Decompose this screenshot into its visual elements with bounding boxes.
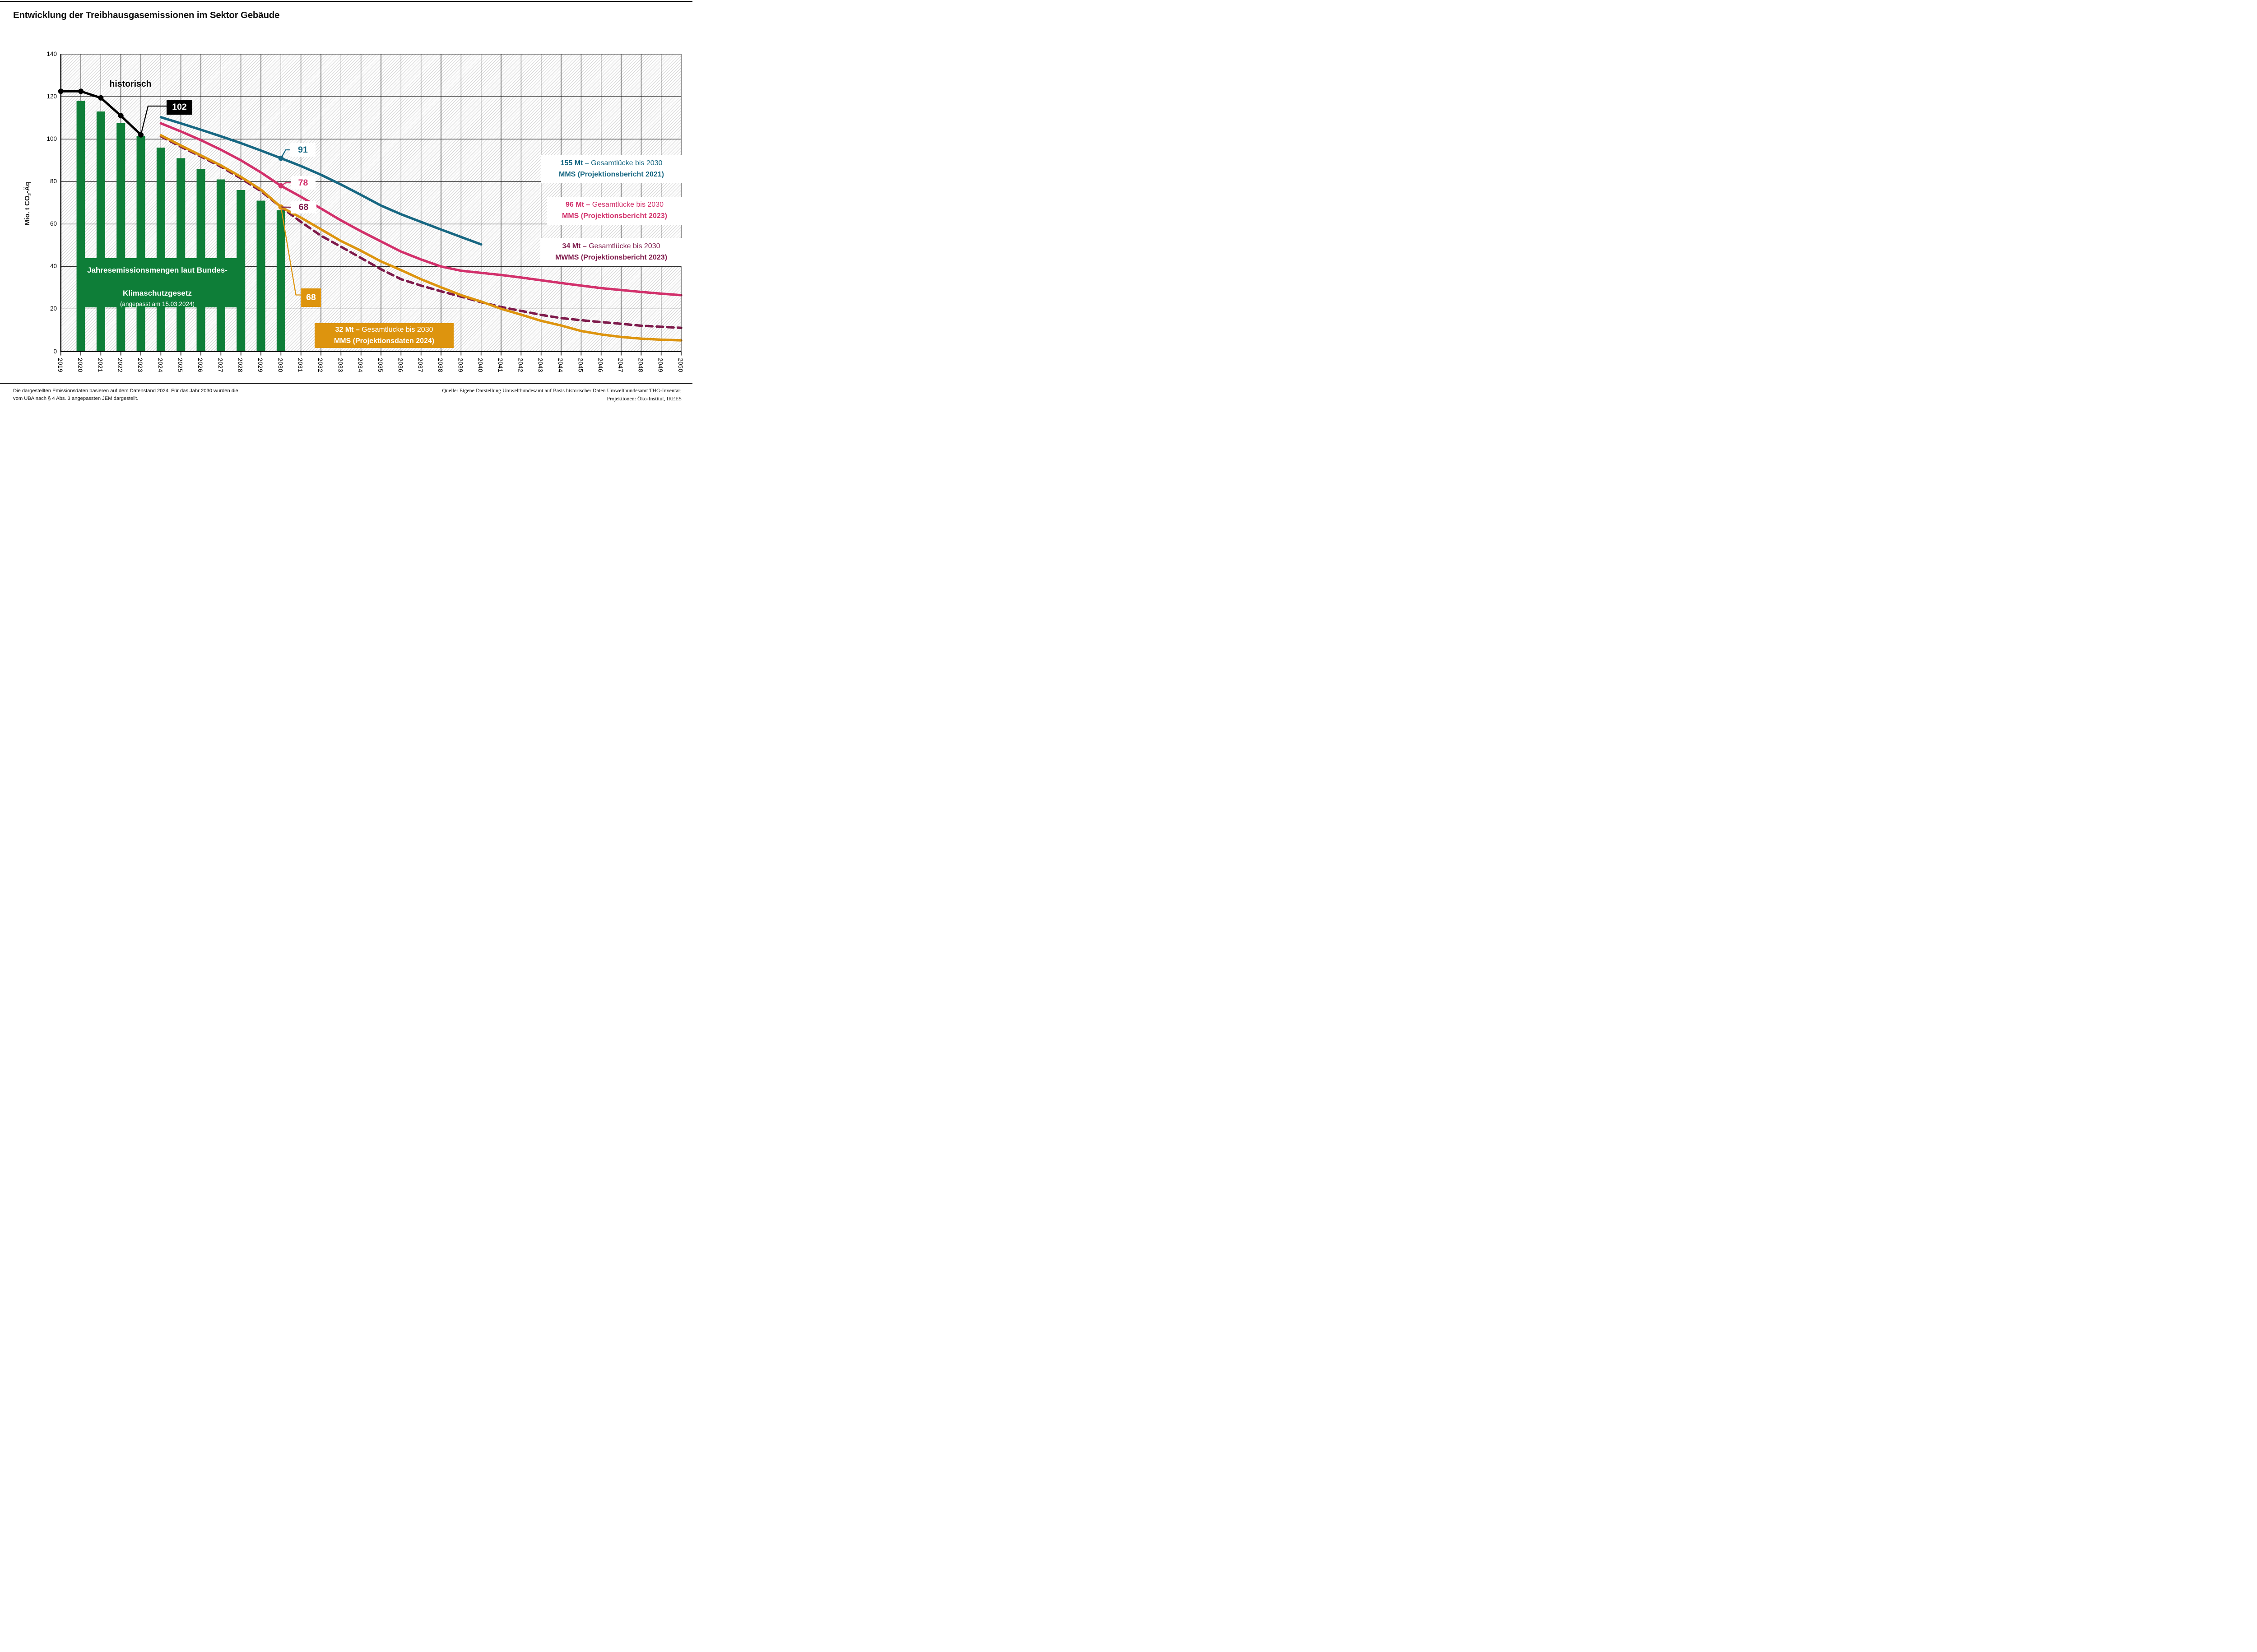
x-axis-tick-label: 2035 xyxy=(377,358,384,373)
x-axis-tick-label: 2045 xyxy=(577,358,584,373)
x-axis-tick-label: 2042 xyxy=(517,358,524,373)
footnote: Die dargestellten Emissionsdaten basiere… xyxy=(13,388,238,402)
x-axis-tick-label: 2029 xyxy=(257,358,264,373)
x-axis-tick-label: 2026 xyxy=(197,358,204,373)
x-axis-tick-label: 2030 xyxy=(277,358,284,373)
x-axis-tick-label: 2031 xyxy=(297,358,304,373)
x-axis-tick-label: 2037 xyxy=(417,358,424,373)
y-axis-tick-label: 140 xyxy=(46,51,57,57)
callout-mms2024-2030: 68 xyxy=(301,288,321,307)
x-axis-tick-label: 2039 xyxy=(457,358,464,373)
x-axis-tick-label: 2050 xyxy=(677,358,684,373)
x-axis-tick-label: 2023 xyxy=(137,358,144,373)
x-axis-tick-label: 2046 xyxy=(597,358,604,373)
x-axis-tick-label: 2038 xyxy=(437,358,444,373)
page-title: Entwicklung der Treibhausgasemissionen i… xyxy=(13,10,280,20)
x-axis-tick-label: 2034 xyxy=(357,358,364,373)
x-axis-tick-label: 2041 xyxy=(497,358,504,373)
x-axis-tick-label: 2025 xyxy=(176,358,184,373)
gap-box-mwms2023: 34 Mt – Gesamtlücke bis 2030 MWMS (Proje… xyxy=(540,238,682,266)
y-axis-tick-label: 80 xyxy=(50,178,57,185)
y-axis-tick-label: 0 xyxy=(53,348,57,355)
callout-mwms2023-2030: 68 xyxy=(291,201,316,213)
ksg-annotation-line2: Klimaschutzgesetz xyxy=(122,289,192,297)
x-axis-tick-label: 2036 xyxy=(397,358,404,373)
x-axis-tick-label: 2022 xyxy=(116,358,124,373)
x-axis-tick-label: 2040 xyxy=(477,358,484,373)
ksg-annotation-box: Jahresemissionsmengen laut Bundes- Klima… xyxy=(76,258,238,307)
x-axis-tick-label: 2043 xyxy=(537,358,544,373)
x-axis-tick-label: 2049 xyxy=(657,358,664,373)
gap-box-mms2023: 96 Mt – Gesamtlücke bis 2030 MMS (Projek… xyxy=(547,197,682,225)
ksg-annotation-line3: (angepasst am 15.03.2024) xyxy=(120,301,195,307)
top-rule xyxy=(0,1,692,2)
x-axis-tick-label: 2033 xyxy=(337,358,344,373)
gap-box-mms2024: 32 Mt – Gesamtlücke bis 2030 MMS (Projek… xyxy=(315,323,454,348)
x-axis-tick-label: 2028 xyxy=(237,358,244,373)
x-axis-tick-label: 2047 xyxy=(617,358,624,373)
y-axis-tick-label: 120 xyxy=(46,93,57,100)
callout-historical-2023: 102 xyxy=(167,100,192,115)
callout-pb2021-2030: 91 xyxy=(290,143,316,157)
y-axis-tick-label: 60 xyxy=(50,220,57,227)
x-axis-tick-label: 2048 xyxy=(637,358,644,373)
ksg-annotation-line1: Jahresemissionsmengen laut Bundes- xyxy=(87,266,228,274)
x-axis-tick-label: 2044 xyxy=(557,358,564,373)
emissions-chart xyxy=(58,54,683,356)
callout-mms2023-2030: 78 xyxy=(291,176,316,190)
y-axis-tick-label: 20 xyxy=(50,305,57,312)
x-axis-tick-label: 2027 xyxy=(217,358,224,373)
x-axis-tick-label: 2024 xyxy=(157,358,164,373)
y-axis-tick-label: 100 xyxy=(46,135,57,143)
x-axis-tick-label: 2020 xyxy=(77,358,84,373)
chart-page: Entwicklung der Treibhausgasemissionen i… xyxy=(0,0,692,413)
source-attribution: Quelle: Eigene Darstellung Umweltbundesa… xyxy=(442,387,682,402)
label-historisch: historisch xyxy=(109,79,152,89)
x-axis-tick-label: 2032 xyxy=(317,358,324,373)
x-axis-tick-label: 2021 xyxy=(97,358,104,373)
y-axis-tick-label: 40 xyxy=(50,263,57,270)
x-axis-tick-label: 2019 xyxy=(56,358,64,373)
gap-box-pb2021: 155 Mt – Gesamtlücke bis 2030 MMS (Proje… xyxy=(541,155,682,183)
footer-rule xyxy=(0,383,692,384)
